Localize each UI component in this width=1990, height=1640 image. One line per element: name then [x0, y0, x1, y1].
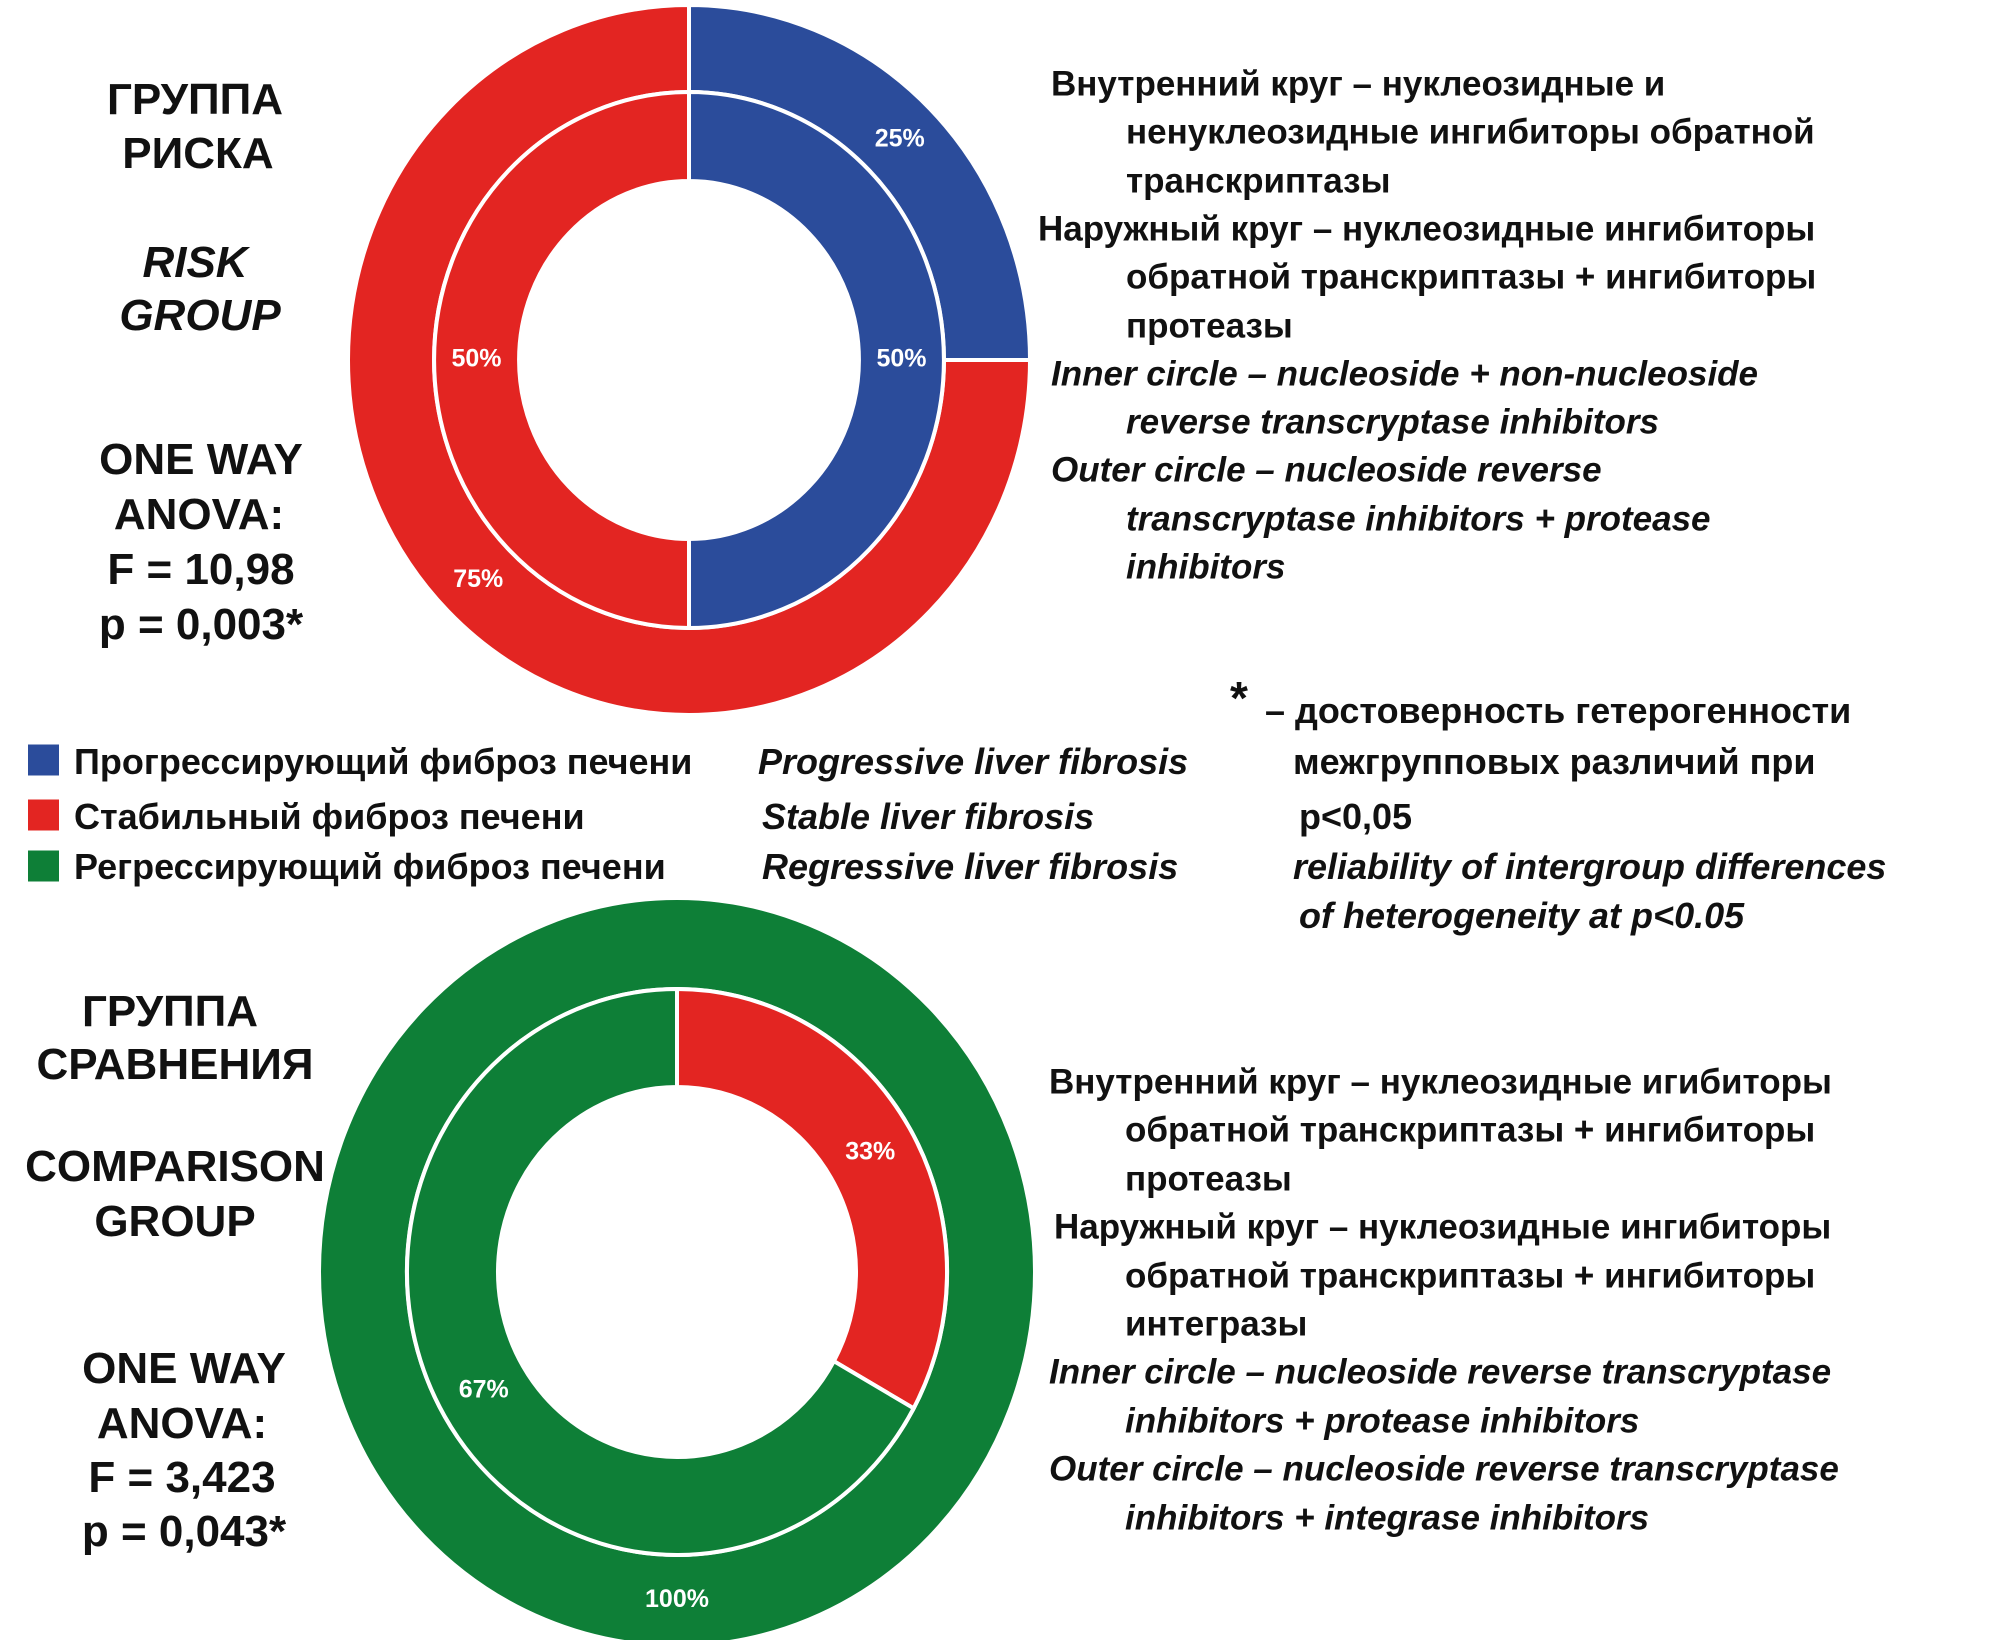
comparison-title-en-2: GROUP: [94, 1197, 256, 1246]
risk-anova-p: p = 0,003*: [98, 600, 304, 649]
legend-swatch-regressive: [28, 850, 59, 882]
donut-outer-label: 75%: [453, 565, 503, 593]
legend-swatch-stable: [28, 799, 59, 831]
comparison-anova-p: p = 0,043*: [81, 1507, 287, 1556]
donut-inner-segment-stable: [432, 89, 691, 631]
risk-anova-f: F = 10,98: [107, 545, 295, 594]
legend-label-progressive-en: Progressive liver fibrosis: [758, 741, 1189, 782]
description-line: Outer circle – nucleoside reverse: [1051, 450, 1602, 490]
description-line: inhibitors + integrase inhibitors: [1125, 1498, 1650, 1538]
description-line: reverse transcryptase inhibitors: [1126, 402, 1660, 442]
description-line: Inner circle – nucleoside + non-nucleosi…: [1051, 354, 1759, 394]
risk-anova-label-2: ANOVA:: [113, 490, 285, 539]
comparison-anova-label-1: ONE WAY: [82, 1344, 286, 1393]
risk-group-title-en-2: GROUP: [119, 291, 281, 340]
legend-label-stable-ru: Стабильный фиброз печени: [74, 796, 585, 837]
description-line: inhibitors + protease inhibitors: [1125, 1401, 1640, 1441]
footnote-line-1: – достоверность гетерогенности: [1265, 690, 1852, 731]
footnote-line-2: межгрупповых различий при: [1293, 741, 1816, 782]
donut-outer-label: 100%: [645, 1585, 709, 1613]
legend-label-regressive-ru: Регрессирующий фиброз печени: [74, 846, 666, 887]
footnote-en-line-1: reliability of intergroup differences: [1293, 846, 1887, 887]
description-line: транскриптазы: [1126, 161, 1391, 201]
legend-label-progressive-ru: Прогрессирующий фиброз печени: [74, 741, 693, 782]
description-line: интегразы: [1125, 1304, 1308, 1344]
risk-group-title-ru-2: РИСКА: [122, 129, 274, 178]
description-line: transcryptase inhibitors + protease: [1126, 499, 1711, 539]
comparison-title-en-1: COMPARISON: [25, 1142, 325, 1191]
description-line: обратной транскриптазы + ингибиторы: [1125, 1256, 1816, 1296]
description-line: Outer circle – nucleoside reverse transc…: [1049, 1449, 1839, 1489]
donut-outer-label: 25%: [875, 124, 925, 152]
description-line: Внутренний круг – нуклеозидные игибиторы: [1049, 1062, 1832, 1102]
footnote-en-line-2: of heterogeneity at p<0.05: [1299, 895, 1745, 936]
comparison-anova-f: F = 3,423: [88, 1453, 276, 1502]
legend-swatch-progressive: [28, 744, 59, 776]
description-line: протеазы: [1125, 1159, 1292, 1199]
donut-inner-segment-stable: [675, 986, 949, 1412]
description-line: обратной транскриптазы + ингибиторы: [1126, 257, 1817, 297]
comparison-title-ru-1: ГРУППА: [81, 987, 259, 1036]
legend-label-stable-en: Stable liver fibrosis: [762, 796, 1095, 837]
risk-group-title-ru-1: ГРУППА: [106, 75, 284, 124]
description-line: inhibitors: [1126, 547, 1286, 587]
comparison-title-ru-2: СРАВНЕНИЯ: [36, 1040, 314, 1089]
risk-anova-label-1: ONE WAY: [99, 435, 303, 484]
description-line: протеазы: [1126, 306, 1293, 345]
description-line: Наружный круг – нуклеозидные ингибиторы: [1054, 1207, 1832, 1247]
donut-inner-label: 50%: [451, 345, 501, 373]
legend-label-regressive-en: Regressive liver fibrosis: [762, 846, 1179, 887]
donut-inner-segment-progressive: [687, 89, 946, 631]
description-line: Inner circle – nucleoside reverse transc…: [1049, 1352, 1832, 1392]
comparison-anova-label-2: ANOVA:: [96, 1399, 268, 1448]
donut-inner-label: 67%: [459, 1376, 509, 1404]
description-line: ненуклеозидные ингибиторы обратной: [1126, 112, 1815, 152]
donut-inner-label: 33%: [845, 1137, 895, 1165]
footnote-asterisk: *: [1230, 672, 1248, 724]
description-line: Наружный круг – нуклеозидные ингибиторы: [1038, 209, 1816, 249]
donut-inner-label: 50%: [876, 345, 926, 373]
footnote-line-3: p<0,05: [1299, 796, 1413, 837]
description-line: Внутренний круг – нуклеозидные и: [1051, 64, 1666, 104]
donut-inner-segment-regressive: [405, 986, 917, 1557]
risk-group-title-en-1: RISK: [142, 238, 248, 287]
description-line: обратной транскриптазы + ингибиторы: [1125, 1110, 1816, 1150]
